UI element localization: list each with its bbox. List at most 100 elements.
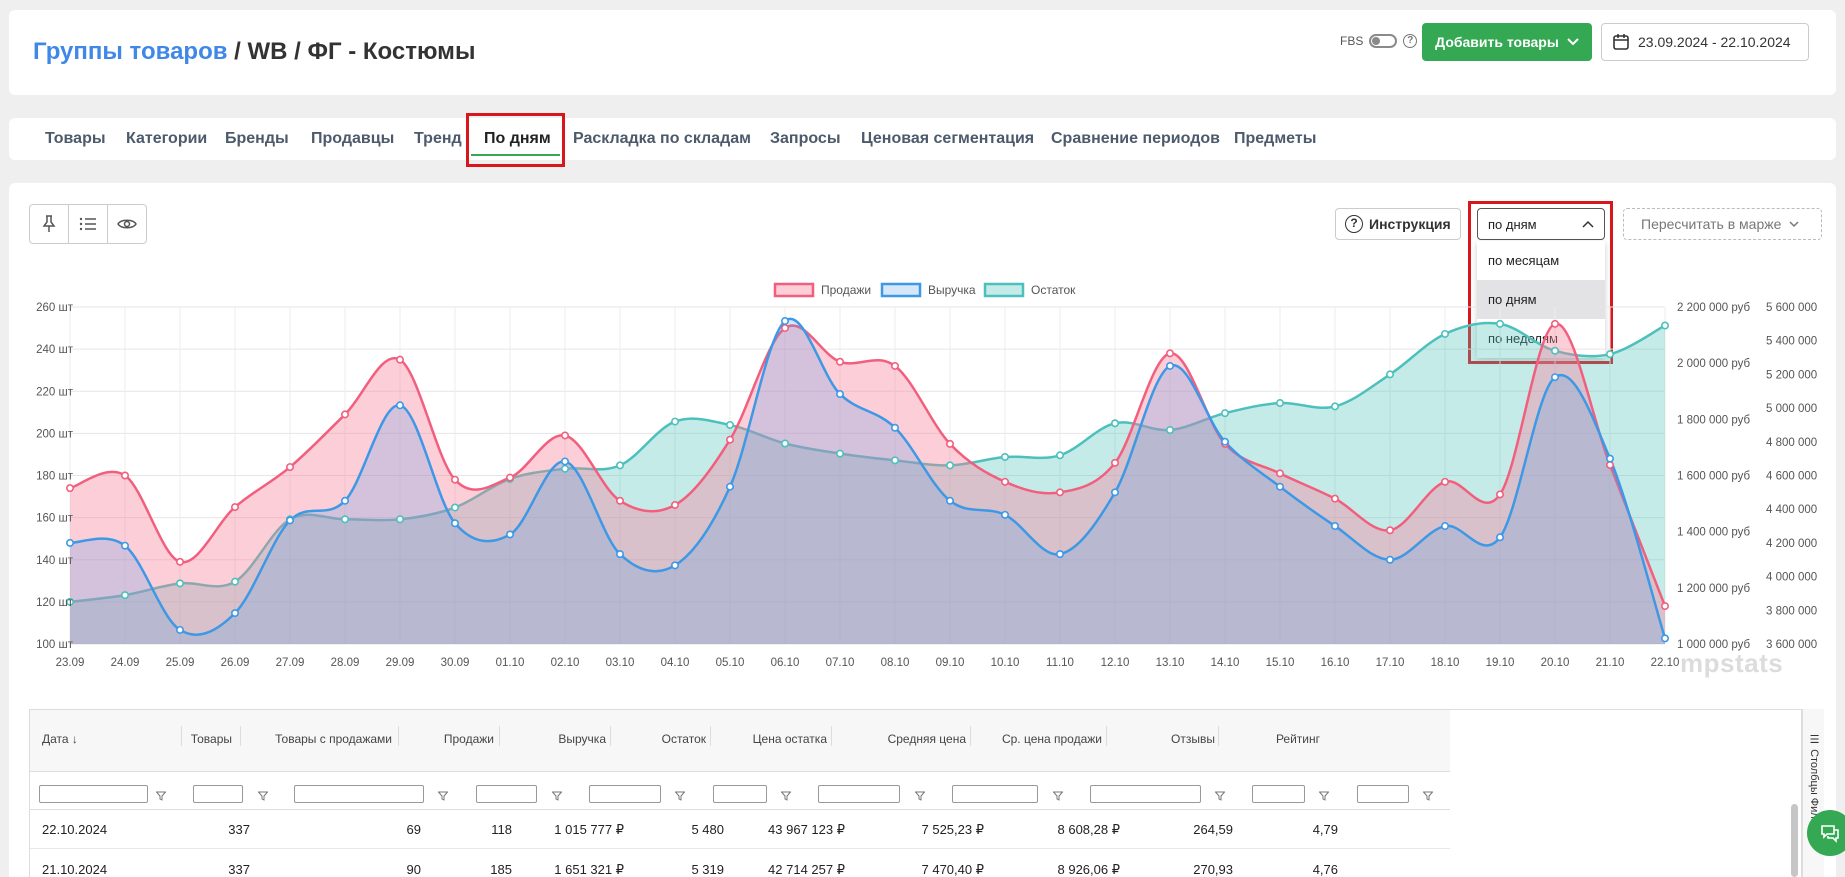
data-point[interactable] [1386, 555, 1395, 564]
data-point[interactable] [1551, 373, 1560, 382]
data-point[interactable] [1276, 482, 1285, 491]
data-point[interactable] [615, 461, 624, 470]
products-with-sales-filter-input[interactable] [294, 785, 424, 803]
filter-icon[interactable] [914, 788, 926, 806]
add-products-button[interactable]: Добавить товары [1422, 23, 1592, 61]
tab-warehouses[interactable]: Раскладка по складам [573, 130, 751, 147]
data-point[interactable] [505, 473, 514, 482]
data-point[interactable] [1661, 321, 1670, 330]
filter-icon[interactable] [674, 788, 686, 806]
data-point[interactable] [890, 361, 899, 370]
data-point[interactable] [121, 471, 130, 480]
legend-swatch[interactable] [773, 282, 815, 298]
data-point[interactable] [176, 579, 185, 588]
legend-label[interactable]: Остаток [1031, 283, 1076, 297]
margin-select[interactable]: Пересчитать в марже [1623, 208, 1822, 240]
data-point[interactable] [121, 591, 130, 600]
data-point[interactable] [231, 609, 240, 618]
filter-icon[interactable] [551, 788, 563, 806]
data-point[interactable] [560, 431, 569, 440]
tab-categories[interactable]: Категории [126, 130, 208, 147]
data-point[interactable] [1111, 488, 1120, 497]
data-point[interactable] [1386, 370, 1395, 379]
avg-price-filter-input[interactable] [952, 785, 1038, 803]
data-point[interactable] [1056, 488, 1065, 497]
data-point[interactable] [1331, 522, 1340, 531]
revenue-filter-input[interactable] [589, 785, 661, 803]
column-header-products-with-sales[interactable]: Товары с продажами [275, 732, 392, 746]
data-point[interactable] [1221, 437, 1230, 446]
data-point[interactable] [1331, 494, 1340, 503]
data-point[interactable] [1276, 469, 1285, 478]
data-point[interactable] [670, 500, 679, 509]
rating-filter-input[interactable] [1357, 785, 1409, 803]
column-header-products[interactable]: Товары [190, 732, 232, 746]
data-point[interactable] [121, 541, 130, 550]
data-point[interactable] [1441, 329, 1450, 338]
tab-trend[interactable]: Тренд [414, 130, 462, 147]
breadcrumb-link-groups[interactable]: Группы товаров [33, 38, 228, 65]
date-range-picker[interactable]: 23.09.2024 - 22.10.2024 [1601, 23, 1809, 61]
data-point[interactable] [1551, 319, 1560, 328]
data-point[interactable] [945, 496, 954, 505]
data-point[interactable] [1111, 458, 1120, 467]
column-header-stock[interactable]: Остаток [661, 732, 706, 746]
tab-by-days[interactable]: По дням [484, 130, 551, 147]
column-header-rating[interactable]: Рейтинг [1275, 732, 1320, 746]
filter-icon[interactable] [1422, 788, 1434, 806]
data-point[interactable] [1606, 460, 1615, 469]
filter-icon[interactable] [780, 788, 792, 806]
data-point[interactable] [780, 317, 789, 326]
data-point[interactable] [1331, 402, 1340, 411]
data-point[interactable] [395, 515, 404, 524]
data-point[interactable] [1166, 349, 1175, 358]
data-point[interactable] [560, 464, 569, 473]
data-point[interactable] [1276, 399, 1285, 408]
column-header-avg-price[interactable]: Средняя цена [887, 732, 966, 746]
period-option-days[interactable]: по дням [1477, 280, 1605, 319]
tab-brands[interactable]: Бренды [225, 130, 289, 147]
filter-icon[interactable] [257, 788, 269, 806]
data-point[interactable] [615, 550, 624, 559]
data-point[interactable] [395, 355, 404, 364]
data-point[interactable] [890, 456, 899, 465]
legend-label[interactable]: Выручка [928, 283, 976, 297]
data-point[interactable] [1661, 602, 1670, 611]
data-point[interactable] [231, 503, 240, 512]
stock-filter-input[interactable] [713, 785, 767, 803]
pin-button[interactable] [29, 204, 69, 244]
fbs-toggle[interactable] [1369, 34, 1398, 48]
data-point[interactable] [1056, 550, 1065, 559]
data-point[interactable] [1166, 361, 1175, 370]
data-point[interactable] [1221, 409, 1230, 418]
data-point[interactable] [1000, 477, 1009, 486]
data-point[interactable] [945, 461, 954, 470]
chat-button[interactable] [1807, 810, 1845, 856]
data-point[interactable] [890, 423, 899, 432]
instruction-button[interactable]: ? Инструкция [1335, 208, 1461, 240]
tab-subjects[interactable]: Предметы [1234, 130, 1317, 147]
data-point[interactable] [1606, 350, 1615, 359]
data-point[interactable] [1386, 526, 1395, 535]
data-point[interactable] [670, 561, 679, 570]
products-filter-input[interactable] [193, 785, 243, 803]
data-point[interactable] [1551, 346, 1560, 355]
column-header-date[interactable]: Дата ↓ [42, 732, 78, 746]
data-point[interactable] [835, 390, 844, 399]
data-point[interactable] [1000, 452, 1009, 461]
data-point[interactable] [395, 401, 404, 410]
data-point[interactable] [1496, 533, 1505, 542]
data-point[interactable] [670, 417, 679, 426]
data-point[interactable] [780, 324, 789, 333]
data-point[interactable] [176, 625, 185, 634]
visibility-button[interactable] [107, 204, 147, 244]
column-header-stock-price[interactable]: Цена остатка [752, 732, 827, 746]
data-point[interactable] [450, 503, 459, 512]
data-point[interactable] [615, 496, 624, 505]
filter-icon[interactable] [1052, 788, 1064, 806]
data-point[interactable] [1441, 522, 1450, 531]
data-point[interactable] [780, 439, 789, 448]
data-point[interactable] [340, 515, 349, 524]
data-point[interactable] [1000, 510, 1009, 519]
sales-filter-input[interactable] [476, 785, 537, 803]
